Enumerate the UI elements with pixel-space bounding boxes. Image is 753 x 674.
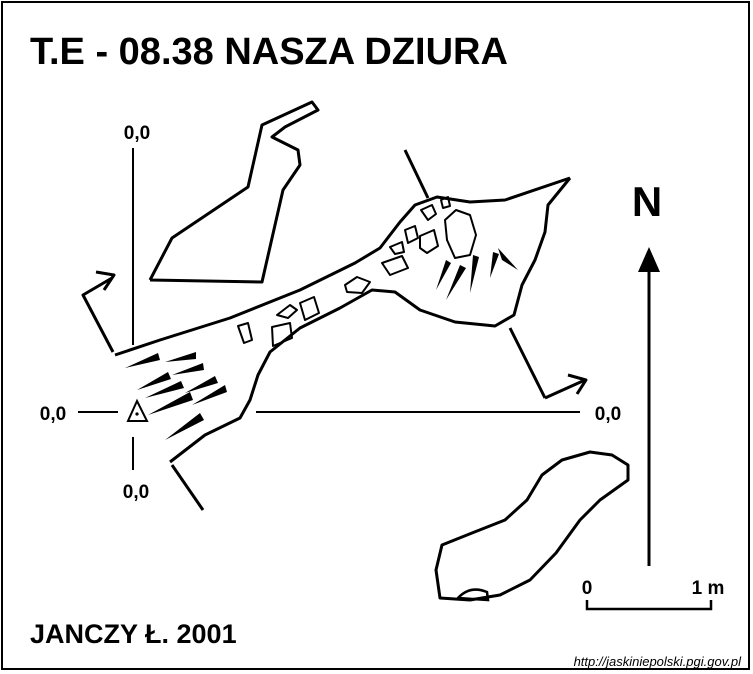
section-arrow xyxy=(81,276,115,353)
rock-fragments xyxy=(237,196,477,347)
survey-line xyxy=(170,464,205,511)
source-url: http://jaskiniepolski.pgi.gov.pl xyxy=(574,654,743,669)
scale-end-label: 1 m xyxy=(692,578,725,599)
slope-hachures xyxy=(436,248,518,300)
section-label-bottom: 0,0 xyxy=(123,482,149,503)
north-arrow-icon xyxy=(638,247,660,272)
north-label: N xyxy=(632,178,662,225)
entrance-triangle-icon xyxy=(126,398,149,422)
cross-section-profile xyxy=(148,100,320,284)
passage-wall-south xyxy=(169,177,572,464)
section-arrow xyxy=(544,378,586,400)
map-title: T.E - 08.38 NASZA DZIURA xyxy=(30,31,508,73)
slope-hachures xyxy=(125,352,227,440)
survey-point-icon xyxy=(135,412,139,416)
passage-wall-north xyxy=(114,176,571,357)
arrowhead xyxy=(95,270,116,291)
arrowhead xyxy=(567,373,588,395)
survey-line xyxy=(508,327,547,399)
scale-bar xyxy=(585,600,713,611)
rock-fragment xyxy=(455,588,490,602)
scale-start-label: 0 xyxy=(582,578,593,599)
author-credit: JANCZY Ł. 2001 xyxy=(30,619,237,649)
section-label-right: 0,0 xyxy=(595,404,621,425)
cross-section-profile-lower xyxy=(434,450,630,602)
section-label-top: 0,0 xyxy=(124,123,150,144)
survey-line xyxy=(403,149,430,199)
section-label-left: 0,0 xyxy=(40,404,66,425)
